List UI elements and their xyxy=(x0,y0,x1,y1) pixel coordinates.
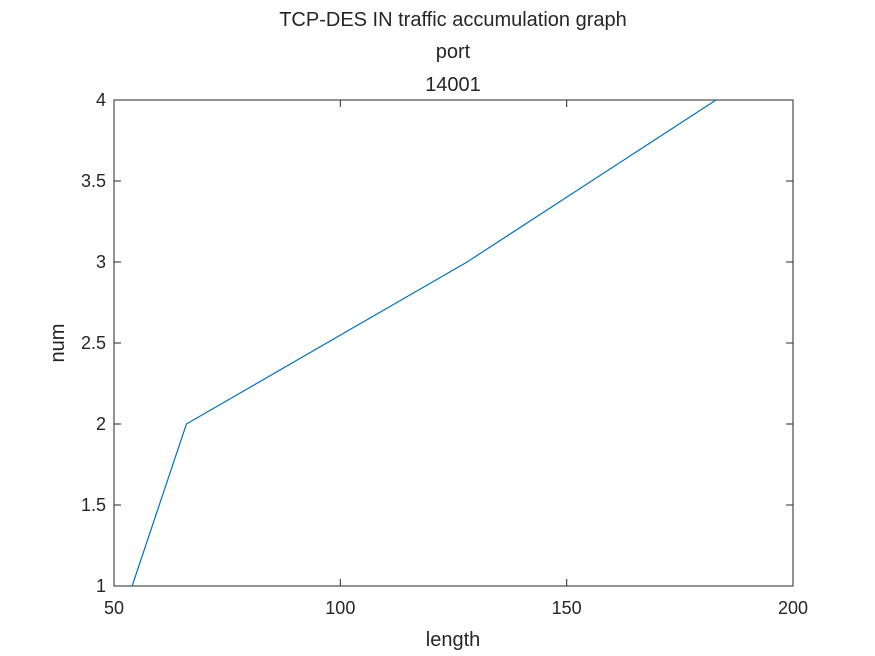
chart-title-line-2: port xyxy=(436,41,471,63)
y-tick-label: 1 xyxy=(96,576,106,596)
y-tick-label: 2.5 xyxy=(81,333,106,353)
plot-frame xyxy=(113,99,794,587)
chart-title-line-3: 14001 xyxy=(425,74,481,96)
series-group xyxy=(131,99,717,587)
chart-title-group: TCP-DES IN traffic accumulation graph po… xyxy=(279,9,627,96)
y-tick-label: 1.5 xyxy=(81,495,106,515)
plot-area xyxy=(113,99,794,587)
x-tick-label: 100 xyxy=(325,598,355,618)
y-tick-label: 3.5 xyxy=(81,171,106,191)
x-tick-label: 150 xyxy=(552,598,582,618)
y-axis-label: num xyxy=(47,324,69,363)
x-tick-label: 200 xyxy=(778,598,808,618)
chart-title-line-1: TCP-DES IN traffic accumulation graph xyxy=(279,9,627,31)
y-tick-labels: 1 1.5 2 2.5 3 3.5 4 xyxy=(81,90,106,596)
x-tick-labels: 50 100 150 200 xyxy=(104,598,808,618)
y-tick-label: 4 xyxy=(96,90,106,110)
y-tick-label: 2 xyxy=(96,414,106,434)
x-axis-label: length xyxy=(426,629,481,651)
series-line xyxy=(131,99,717,587)
x-tick-label: 50 xyxy=(104,598,124,618)
y-tick-label: 3 xyxy=(96,252,106,272)
axis-ticks xyxy=(113,99,794,587)
